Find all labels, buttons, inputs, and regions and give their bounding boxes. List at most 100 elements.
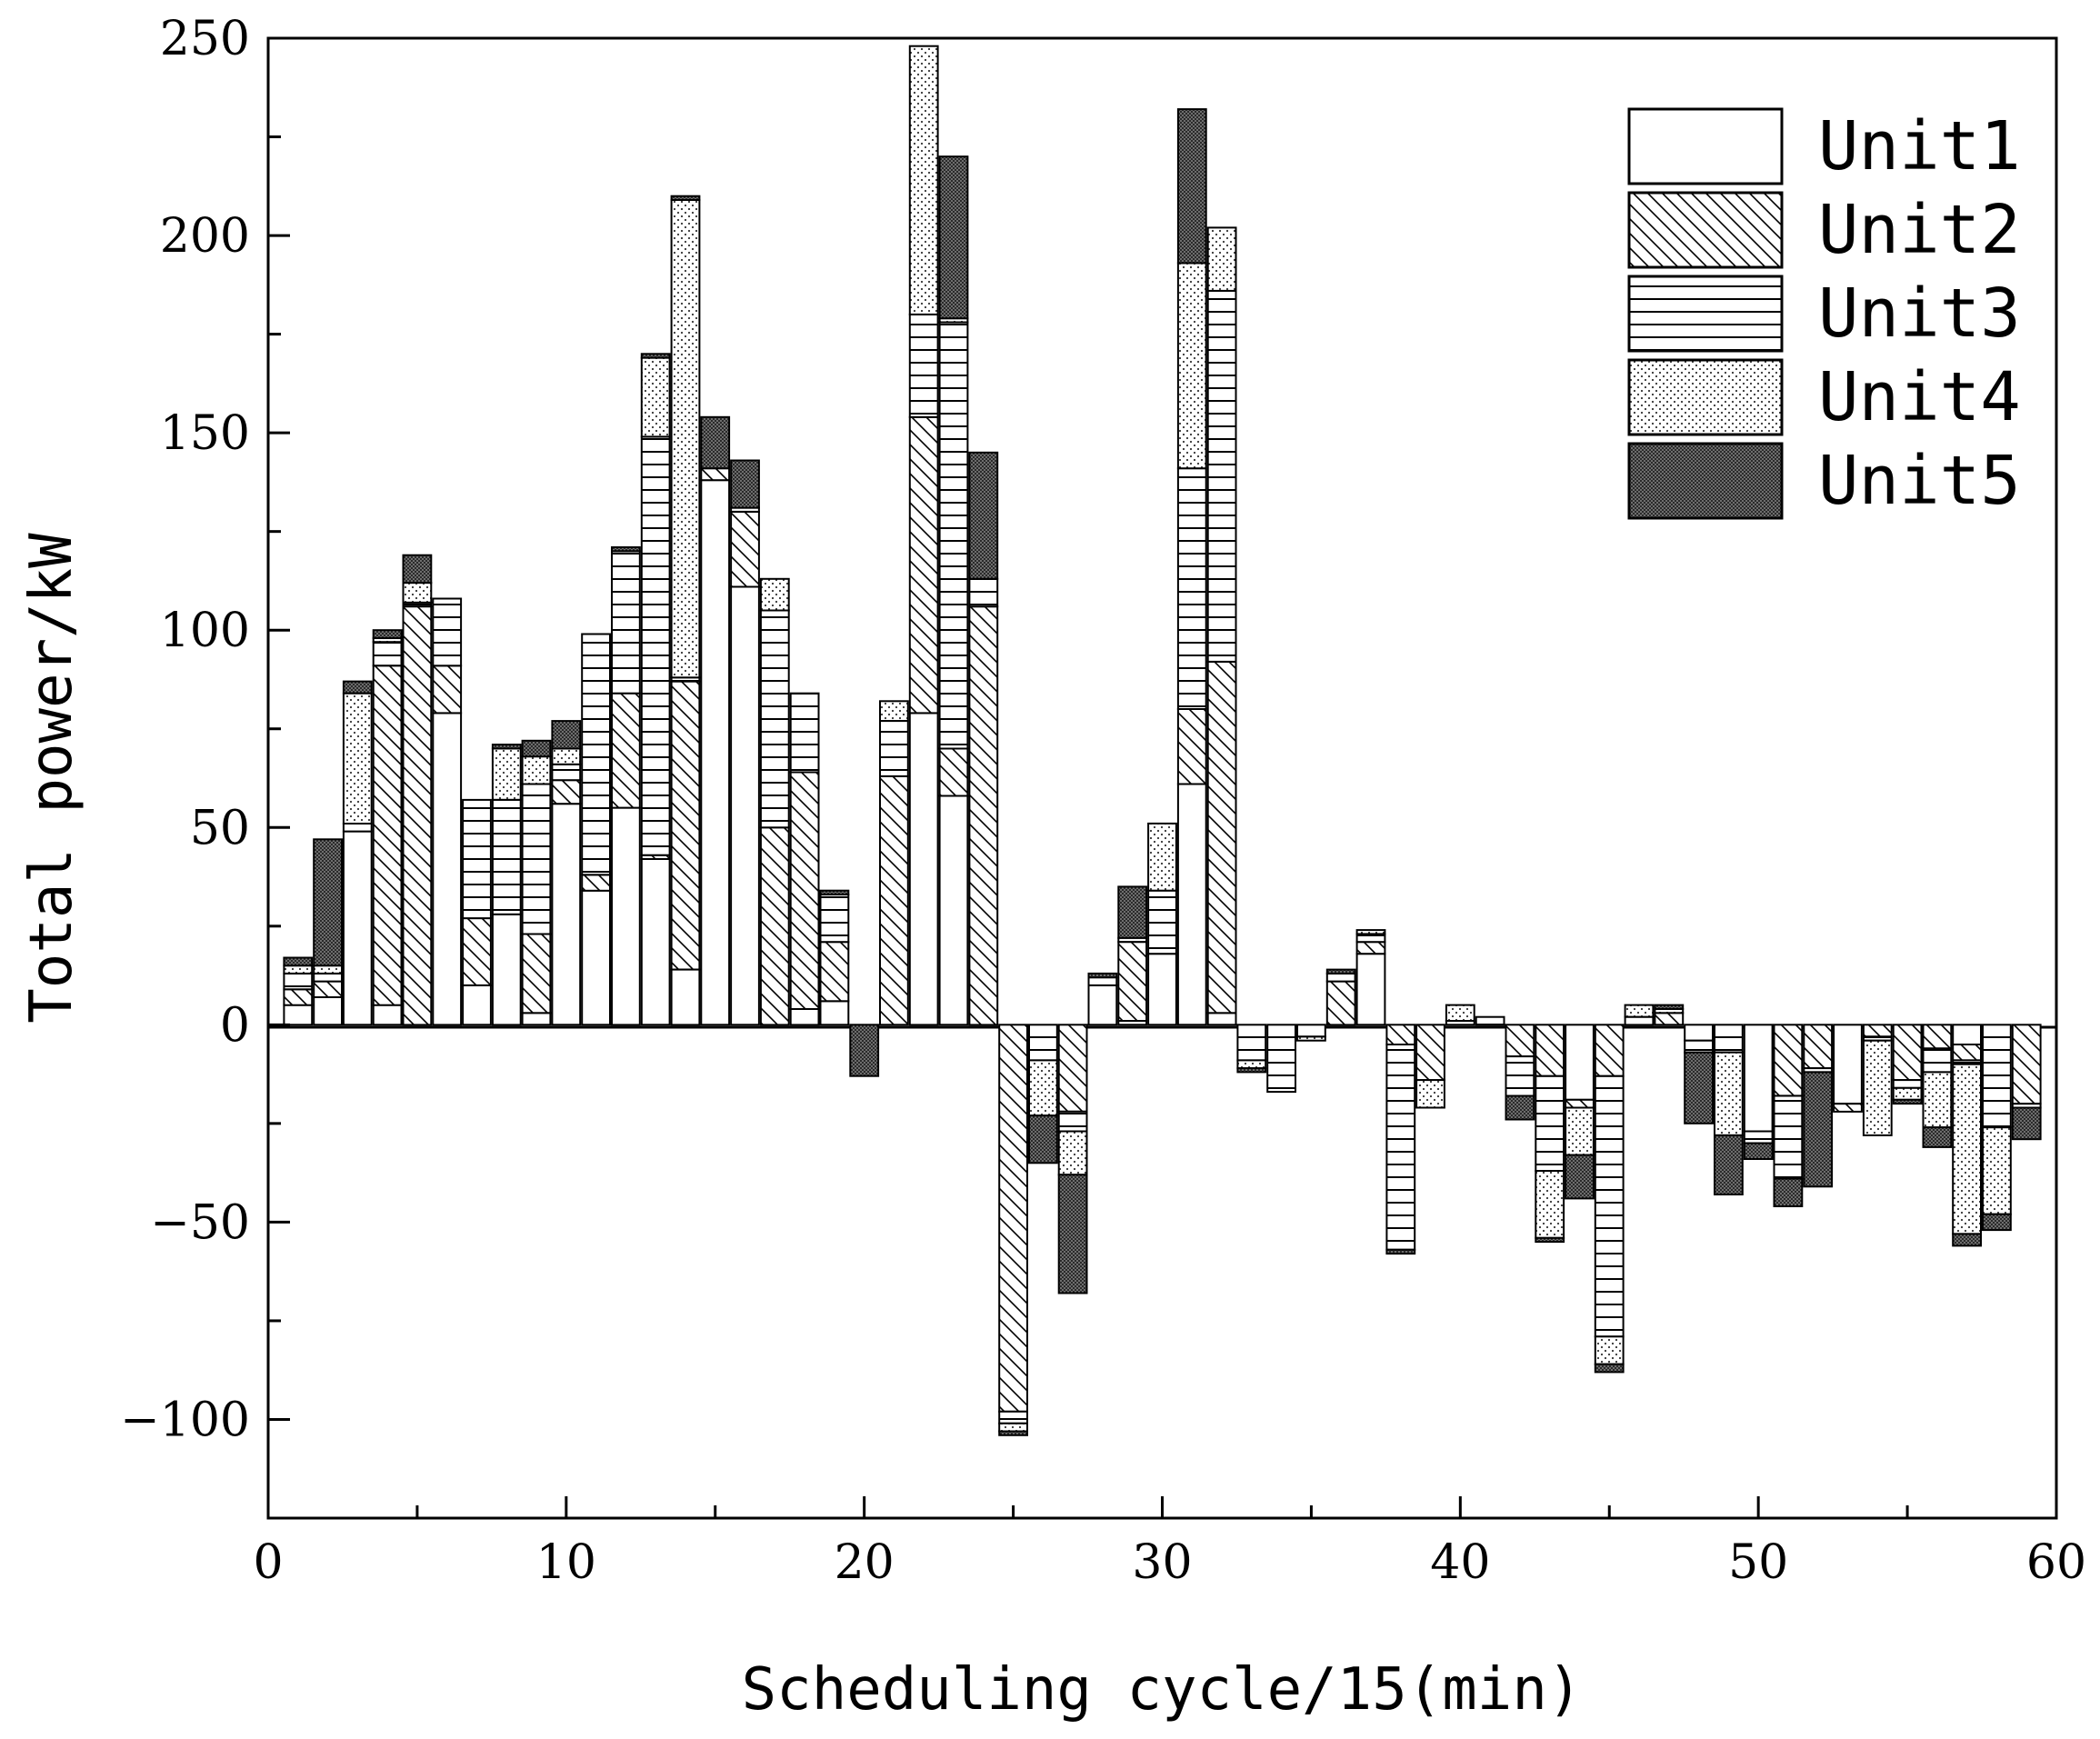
legend-label-unit5: Unit5 (1818, 442, 2021, 520)
bar-segment-cycle38-unit2 (1385, 1024, 1416, 1046)
bar-segment-cycle4-unit1 (372, 1004, 403, 1026)
bar-segment-cycle22-unit4 (908, 45, 939, 315)
bar-segment-cycle28-unit1 (1087, 984, 1118, 1026)
bar-segment-cycle55-unit5 (1892, 1098, 1923, 1105)
bar-segment-cycle32-unit4 (1206, 226, 1237, 292)
bar-segment-cycle48-unit3 (1684, 1039, 1714, 1054)
bar-segment-cycle38-unit3 (1385, 1044, 1416, 1251)
bar-segment-cycle9-unit1 (521, 1012, 552, 1026)
bar-segment-cycle4-unit3 (372, 641, 403, 667)
bar-segment-cycle37-unit2 (1355, 941, 1386, 955)
bar-segment-cycle16-unit2 (730, 511, 760, 588)
bar-segment-cycle19-unit3 (819, 894, 850, 944)
x-tick-label: 10 (536, 1535, 596, 1590)
bar-segment-cycle59-unit2 (2011, 1024, 2042, 1105)
x-tick-label: 20 (835, 1535, 895, 1590)
legend-swatch-unit2 (1627, 191, 1784, 269)
bar-segment-cycle43-unit2 (1535, 1024, 1565, 1077)
bar-segment-cycle29-unit2 (1117, 941, 1148, 1022)
legend-swatch-unit3 (1627, 275, 1784, 353)
bar-segment-cycle42-unit3 (1505, 1055, 1535, 1097)
bar-segment-cycle27-unit2 (1057, 1024, 1088, 1113)
bar-segment-cycle44-unit4 (1565, 1106, 1595, 1156)
bar-segment-cycle32-unit2 (1206, 660, 1237, 1014)
x-tick-label: 60 (2026, 1535, 2086, 1590)
bar-segment-cycle35-unit4 (1296, 1035, 1326, 1042)
bar-segment-cycle37-unit1 (1355, 953, 1386, 1026)
bar-segment-cycle48-unit5 (1684, 1051, 1714, 1124)
bar-segment-cycle10-unit1 (551, 803, 582, 1026)
bar-segment-cycle55-unit3 (1892, 1079, 1923, 1089)
bar-segment-cycle23-unit5 (938, 155, 969, 320)
bar-segment-cycle30-unit1 (1147, 953, 1177, 1026)
y-tick-label: 200 (160, 209, 250, 264)
bar-segment-cycle5-unit5 (402, 554, 433, 585)
bar-segment-cycle49-unit4 (1714, 1051, 1744, 1136)
bar-segment-cycle41-unit3 (1475, 1015, 1505, 1026)
bar-segment-cycle10-unit4 (551, 747, 582, 765)
bar-segment-cycle51-unit2 (1773, 1024, 1804, 1097)
x-tick-label: 40 (1430, 1535, 1490, 1590)
bar-segment-cycle45-unit5 (1594, 1363, 1625, 1374)
bar-segment-cycle8-unit3 (491, 798, 522, 915)
bar-segment-cycle10-unit3 (551, 763, 582, 782)
bar-segment-cycle31-unit1 (1176, 783, 1207, 1026)
bar-segment-cycle31-unit2 (1176, 708, 1207, 785)
bar-segment-cycle17-unit4 (759, 577, 790, 612)
bar-segment-cycle1-unit1 (283, 1004, 314, 1026)
bar-segment-cycle18-unit1 (789, 1008, 820, 1026)
x-axis-label: Scheduling cycle/15(min) (742, 1656, 1583, 1724)
bar-segment-cycle37-unit4 (1355, 929, 1386, 935)
x-tick-label: 30 (1132, 1535, 1192, 1590)
bar-segment-cycle40-unit4 (1445, 1004, 1475, 1022)
bar-segment-cycle28-unit3 (1087, 976, 1118, 986)
legend-label-unit1: Unit1 (1818, 107, 2021, 185)
bar-segment-cycle55-unit2 (1892, 1024, 1923, 1082)
bar-segment-cycle38-unit5 (1385, 1248, 1416, 1255)
bar-segment-cycle8-unit4 (491, 747, 522, 801)
bar-segment-cycle51-unit5 (1773, 1177, 1804, 1207)
bar-segment-cycle58-unit3 (1982, 1024, 2012, 1129)
bar-segment-cycle7-unit1 (462, 984, 492, 1026)
bar-segment-cycle12-unit5 (611, 546, 641, 553)
bar-segment-cycle22-unit1 (908, 712, 939, 1026)
bar-segment-cycle32-unit1 (1206, 1012, 1237, 1026)
bar-segment-cycle1-unit2 (283, 988, 314, 1006)
y-tick-label: 0 (220, 998, 250, 1053)
bar-segment-cycle1-unit3 (283, 972, 314, 991)
bar-segment-cycle2-unit2 (313, 980, 344, 998)
bar-segment-cycle25-unit2 (998, 1024, 1028, 1413)
bar-segment-cycle54-unit4 (1862, 1039, 1893, 1136)
legend-label-unit2: Unit2 (1818, 191, 2021, 269)
bar-segment-cycle43-unit5 (1535, 1236, 1565, 1244)
y-tick-label: 100 (160, 604, 250, 658)
bar-segment-cycle35-unit3 (1296, 1024, 1326, 1038)
bar-segment-cycle2-unit1 (313, 995, 344, 1026)
bar-segment-cycle2-unit4 (313, 964, 344, 974)
bar-segment-cycle6-unit3 (432, 597, 463, 667)
bar-segment-cycle45-unit3 (1594, 1074, 1625, 1338)
bar-segment-cycle31-unit5 (1176, 108, 1207, 265)
bar-segment-cycle33-unit4 (1236, 1059, 1267, 1070)
bar-segment-cycle6-unit2 (432, 665, 463, 715)
bar-segment-cycle58-unit4 (1982, 1126, 2012, 1215)
legend-swatch-unit4 (1627, 358, 1784, 436)
bar-segment-cycle8-unit5 (491, 744, 522, 750)
bar-segment-cycle19-unit2 (819, 941, 850, 1003)
bar-segment-cycle17-unit2 (759, 826, 790, 1026)
bar-segment-cycle32-unit3 (1206, 289, 1237, 663)
bar-segment-cycle5-unit4 (402, 582, 433, 604)
bar-segment-cycle33-unit3 (1236, 1024, 1267, 1062)
bar-segment-cycle15-unit5 (700, 415, 731, 470)
bar-segment-cycle9-unit2 (521, 933, 552, 1014)
bar-segment-cycle24-unit3 (968, 577, 999, 608)
bar-segment-cycle23-unit3 (938, 321, 969, 750)
bar-segment-cycle17-unit3 (759, 609, 790, 829)
bar-segment-cycle22-unit2 (908, 415, 939, 715)
bar-segment-cycle8-unit1 (491, 913, 522, 1026)
bar-segment-cycle21-unit3 (879, 720, 909, 777)
bar-segment-cycle44-unit5 (1565, 1154, 1595, 1200)
bar-segment-cycle46-unit4 (1624, 1004, 1655, 1018)
bar-segment-cycle12-unit3 (611, 550, 641, 695)
